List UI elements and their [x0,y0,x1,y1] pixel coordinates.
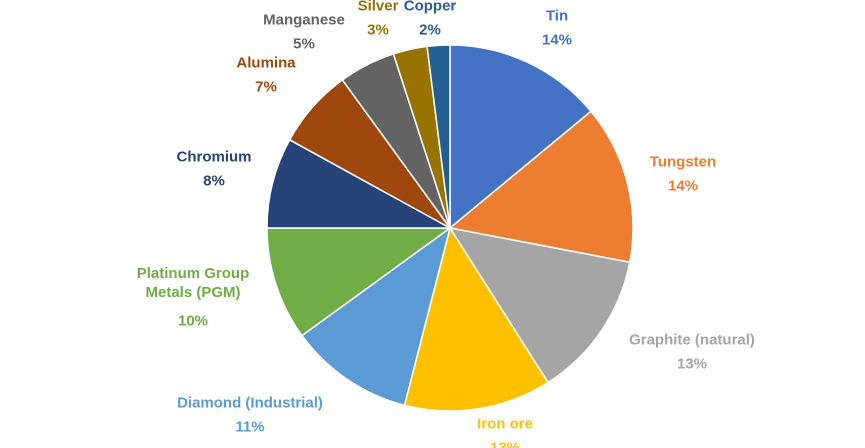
category-label: Silver [357,0,399,15]
value-label: 5% [293,35,315,53]
value-label: 14% [541,31,573,49]
value-label: 3% [367,21,389,39]
value-label: 2% [419,21,441,39]
pie-slice [448,226,631,384]
category-label: Chromium [176,148,252,166]
category-label: Platinum Group Metals (PGM) [136,265,250,301]
pie-slice [426,44,451,229]
value-label: 10% [177,312,209,330]
value-label: 14% [667,177,699,195]
category-label: Manganese [263,11,345,29]
pie-slice [448,110,634,264]
value-label: 8% [203,172,225,190]
category-label: Tungsten [649,153,717,171]
pie-slice [449,44,593,230]
category-label: Diamond (Industrial) [177,394,323,412]
pie-slice [403,226,550,412]
value-label: 13% [489,439,521,448]
category-label: Alumina [236,54,296,72]
category-label: Iron ore [477,415,533,433]
category-label: Tin [545,7,569,25]
category-label: Copper [403,0,457,15]
value-label: 13% [676,355,708,373]
pie-slice [266,227,453,337]
value-label: 11% [235,418,265,436]
value-label: 7% [255,78,277,96]
category-label: Graphite (natural) [629,331,755,349]
pie-slice [266,138,451,229]
pie-slice [300,226,452,407]
